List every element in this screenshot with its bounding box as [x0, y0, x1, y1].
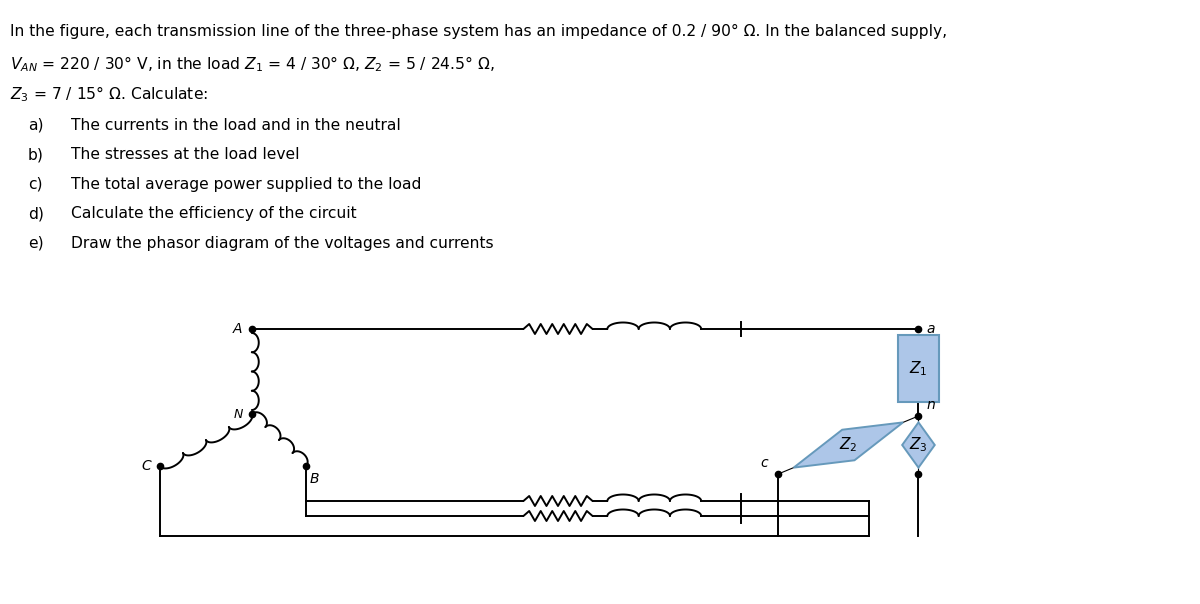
Text: The stresses at the load level: The stresses at the load level [71, 147, 300, 162]
Polygon shape [902, 422, 935, 467]
Text: a: a [926, 322, 935, 336]
Text: The total average power supplied to the load: The total average power supplied to the … [71, 177, 421, 192]
Text: In the figure, each transmission line of the three-phase system has an impedance: In the figure, each transmission line of… [10, 24, 947, 39]
Text: B: B [310, 472, 319, 486]
Text: C: C [142, 459, 151, 473]
Polygon shape [793, 422, 904, 467]
Text: a): a) [28, 118, 43, 133]
Text: b): b) [28, 147, 43, 162]
Text: e): e) [28, 236, 43, 251]
Text: $Z_2$: $Z_2$ [839, 435, 858, 454]
Text: A: A [233, 322, 242, 336]
Text: The currents in the load and in the neutral: The currents in the load and in the neut… [71, 118, 401, 133]
Text: Draw the phasor diagram of the voltages and currents: Draw the phasor diagram of the voltages … [71, 236, 493, 251]
Text: Calculate the efficiency of the circuit: Calculate the efficiency of the circuit [71, 207, 356, 222]
Text: d): d) [28, 207, 43, 222]
Text: n: n [926, 398, 935, 412]
Text: $V_{AN}$ = 220 / 30° V, in the load $Z_1$ = 4 / 30° Ω, $Z_2$ = 5 / 24.5° Ω,: $V_{AN}$ = 220 / 30° V, in the load $Z_1… [10, 54, 494, 74]
Text: N: N [234, 408, 242, 420]
Text: $Z_1$: $Z_1$ [910, 359, 928, 378]
Text: $Z_3$: $Z_3$ [910, 435, 928, 454]
Text: $Z_3$ = 7 / 15° Ω. Calculate:: $Z_3$ = 7 / 15° Ω. Calculate: [10, 84, 208, 104]
Text: c): c) [28, 177, 42, 192]
FancyBboxPatch shape [898, 335, 940, 402]
Text: c: c [761, 456, 768, 470]
